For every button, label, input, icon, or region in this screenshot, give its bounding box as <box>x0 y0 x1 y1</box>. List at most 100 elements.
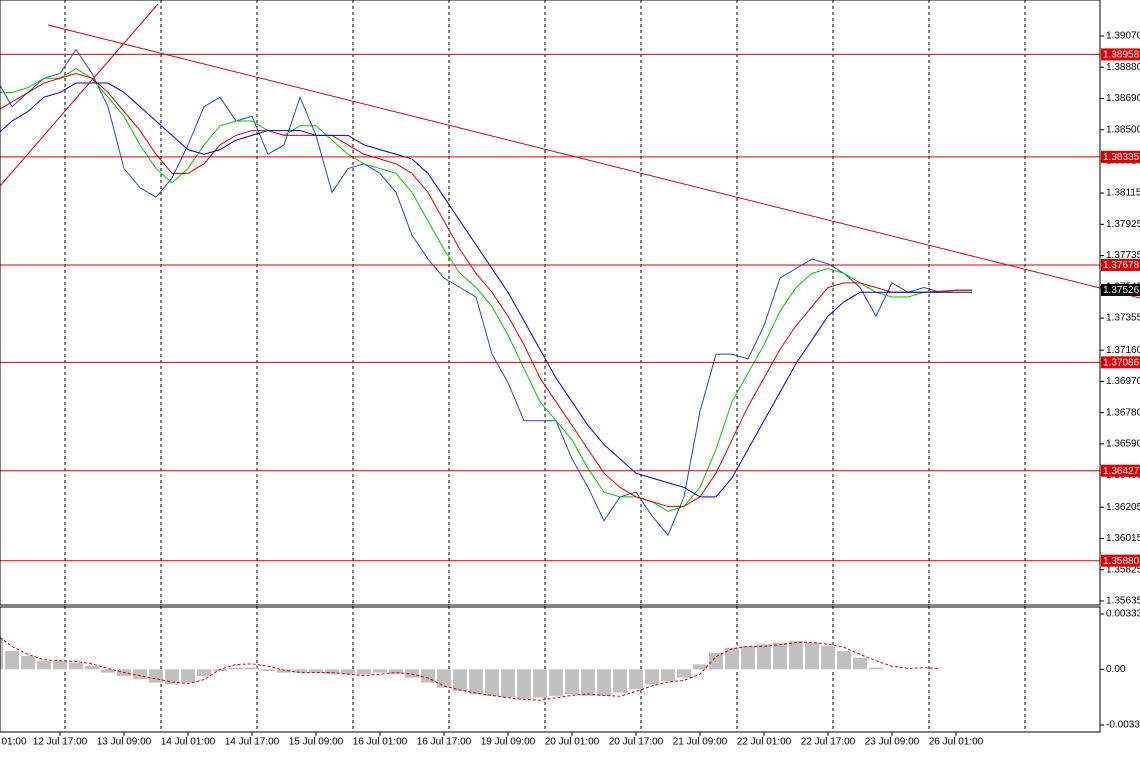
x-tick-label: 21 Jul 09:00 <box>673 737 728 748</box>
y-tick-label: 1.38690 <box>1106 93 1140 104</box>
level-label-box <box>1101 258 1140 271</box>
y-tick-label: 1.37735 <box>1106 250 1140 261</box>
histogram-bar <box>101 669 115 673</box>
trend-line <box>0 3 159 187</box>
y-tick-label: 1.37355 <box>1106 313 1140 324</box>
histogram-bar <box>357 669 371 675</box>
y-tick-label: 1.36780 <box>1106 407 1140 418</box>
y-tick-label: 1.38880 <box>1106 62 1140 73</box>
histogram-bar <box>517 669 531 700</box>
histogram-bar <box>581 669 595 696</box>
x-tick-label: 13 Jul 09:00 <box>97 737 152 748</box>
histogram-bar <box>405 669 419 678</box>
histogram-bar <box>181 669 195 683</box>
histogram-bar <box>501 669 515 698</box>
main-panel-border <box>0 0 1101 606</box>
level-label-box <box>1101 464 1140 477</box>
histogram-bar <box>533 669 547 698</box>
histogram-bar <box>485 669 499 696</box>
histogram-bar <box>821 646 835 670</box>
plot <box>0 48 1100 701</box>
histogram-bar <box>373 669 387 673</box>
level-label-box <box>1101 356 1140 369</box>
y-tick-label: 0.00333 <box>1106 609 1140 620</box>
y-tick-label: 1.39070 <box>1106 31 1140 42</box>
histogram-bar <box>613 669 627 693</box>
y-tick-label: 1.37925 <box>1106 219 1140 230</box>
histogram-bar <box>165 669 179 685</box>
level-label: 1.37678 <box>1103 260 1140 271</box>
level-label: 1.36427 <box>1103 466 1140 477</box>
line-series <box>0 68 972 512</box>
histogram-bar <box>789 641 803 670</box>
histogram-bar <box>757 644 771 670</box>
histogram-bar <box>853 657 867 670</box>
x-tick-label: 23 Jul 09:00 <box>865 737 920 748</box>
x-tick-label: 19 Jul 09:00 <box>481 737 536 748</box>
histogram-bar <box>309 669 323 673</box>
histogram-bar <box>213 669 227 671</box>
histogram-bar <box>133 669 147 680</box>
histogram-bar <box>149 669 163 683</box>
histogram-bar <box>597 669 611 696</box>
level-label-box <box>1101 150 1140 163</box>
histogram-bar <box>565 669 579 695</box>
histogram-bar <box>645 669 659 685</box>
histogram-bar <box>5 651 19 670</box>
level-label-box <box>1101 554 1140 567</box>
x-tick-label: 16 Jul 17:00 <box>417 737 472 748</box>
histogram-bar <box>437 669 451 688</box>
trend-line <box>47 24 1140 299</box>
histogram-bar <box>453 669 467 691</box>
histogram-bar <box>709 652 723 670</box>
histogram-bar <box>325 669 339 675</box>
histogram-bar <box>229 667 243 670</box>
y-tick-label: 1.36015 <box>1106 533 1140 544</box>
x-tick-label: 20 Jul 01:00 <box>545 737 600 748</box>
histogram-bar <box>389 669 403 675</box>
histogram-bar <box>0 637 3 670</box>
histogram-bar <box>21 656 35 670</box>
x-tick-label: 22 Jul 01:00 <box>737 737 792 748</box>
y-tick-label: 1.38115 <box>1106 188 1140 199</box>
line-series <box>0 636 941 701</box>
x-tick-label: 26 Jul 01:00 <box>929 737 984 748</box>
y-tick-label: 1.36205 <box>1106 502 1140 513</box>
histogram-bar <box>37 661 51 670</box>
y-tick-label: 1.36590 <box>1106 439 1140 450</box>
level-label: 1.38958 <box>1103 50 1140 61</box>
line-series <box>0 48 973 536</box>
histogram-bar <box>661 669 675 681</box>
line-series <box>0 72 972 507</box>
current-price-label: 1.37526 <box>1103 285 1140 296</box>
current-price-box <box>1101 283 1140 296</box>
histogram-bar <box>341 669 355 675</box>
y-tick-label: 1.35635 <box>1106 596 1140 607</box>
x-tick-label: 20 Jul 17:00 <box>609 737 664 748</box>
histogram-bar <box>837 651 851 670</box>
level-label-box <box>1101 48 1140 61</box>
histogram-bar <box>293 669 307 673</box>
histogram-bar <box>741 646 755 670</box>
histogram-bar <box>773 642 787 670</box>
x-tick-label: 16 Jul 01:00 <box>353 737 408 748</box>
histogram-bar <box>805 642 819 670</box>
y-tick-label: 1.35825 <box>1106 564 1140 575</box>
histogram-bar <box>277 669 291 673</box>
histogram-bar <box>629 669 643 690</box>
level-label: 1.37086 <box>1103 357 1140 368</box>
histogram-bar <box>869 667 883 670</box>
histogram-bar <box>725 647 739 670</box>
y-tick-label: 0.00 <box>1106 664 1126 675</box>
level-label: 1.38335 <box>1103 152 1140 163</box>
y-tick-label: -0.00335 <box>1106 720 1140 731</box>
x-tick-label: 12 Jul 17:00 <box>33 737 88 748</box>
level-label: 1.35880 <box>1103 556 1140 567</box>
histogram-bar <box>245 667 259 670</box>
histogram-bar <box>197 669 211 676</box>
axes: 1.390701.388801.386901.385001.383101.381… <box>1 31 1140 748</box>
y-tick-label: 1.37160 <box>1106 345 1140 356</box>
x-tick-label: 01:00 <box>1 737 26 748</box>
histogram-bar <box>549 669 563 696</box>
x-tick-label: 22 Jul 17:00 <box>801 737 856 748</box>
